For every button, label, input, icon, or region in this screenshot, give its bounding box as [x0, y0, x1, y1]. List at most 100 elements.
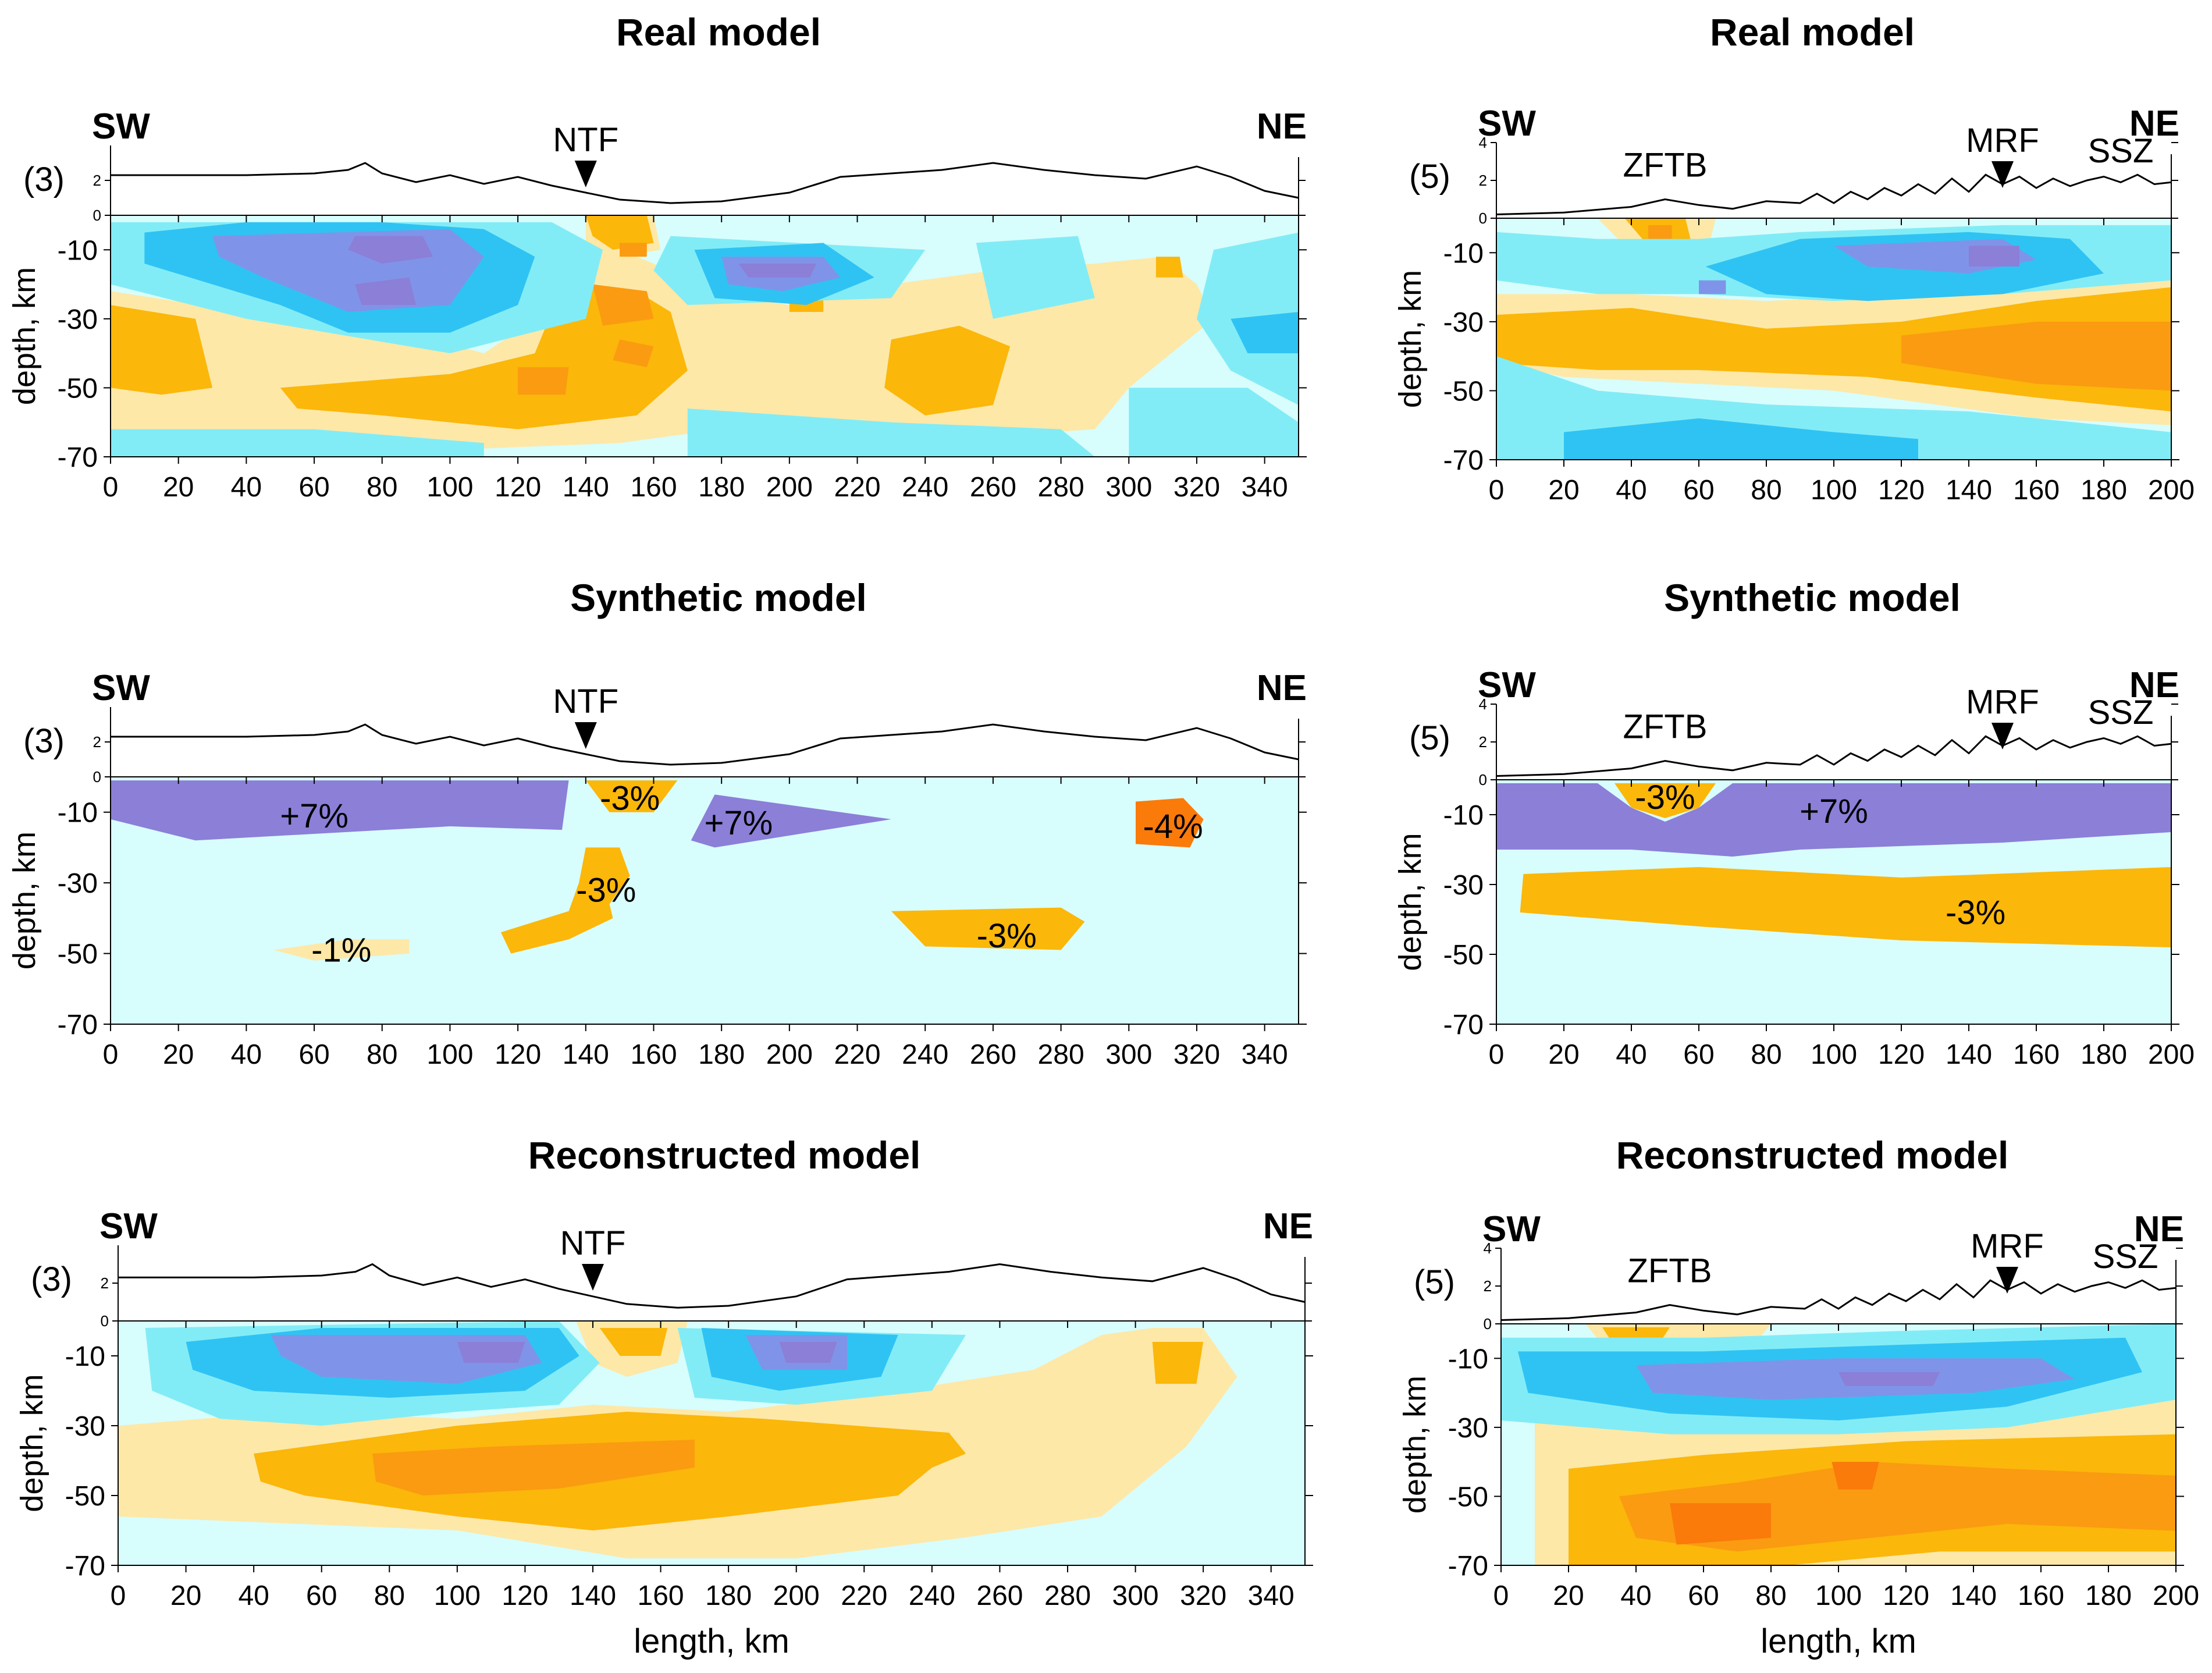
x-tick-label: 120 [502, 1580, 548, 1611]
direction-ne-label: NE [1257, 668, 1307, 708]
x-tick-label: 160 [2013, 1039, 2060, 1070]
elevation-tick-label: 0 [1479, 771, 1487, 788]
anomaly-slow-3 [1602, 1327, 1670, 1338]
x-tick-label: 80 [367, 1039, 397, 1070]
x-tick-label: 20 [1548, 475, 1579, 506]
x-tick-label: 20 [170, 1580, 201, 1611]
y-tick-label: -30 [1443, 307, 1484, 338]
anomaly-label: +7% [1800, 793, 1868, 830]
x-tick-label: 300 [1105, 472, 1152, 503]
anomaly-fast_strong-26 [738, 264, 817, 278]
direction-ne-label: NE [1257, 106, 1307, 147]
anomaly-fast_strong-0 [111, 780, 569, 841]
x-tick-label: 60 [1683, 1039, 1714, 1070]
elevation-tick-label: 4 [1484, 1239, 1492, 1257]
anomaly-fast_strong-12 [457, 1342, 525, 1363]
x-tick-label: 300 [1112, 1580, 1159, 1611]
x-tick-label: 180 [2081, 1039, 2127, 1070]
elevation-tick-label: 2 [1479, 172, 1487, 189]
anomaly-slow_mid-9 [613, 339, 654, 367]
direction-sw-label: SW [1478, 104, 1536, 144]
panel-p5_rec: 0 20 40 60 80 100 120 140 160 180 200-10-30-50-70d… [1397, 1134, 2199, 1660]
anomaly-field [111, 215, 1299, 457]
panel-title: Reconstructed model [1616, 1134, 2009, 1177]
anomaly-slow-3 [280, 284, 688, 429]
anomaly-label: -3% [977, 917, 1037, 955]
x-tick-label: 80 [1751, 1039, 1781, 1070]
direction-ne-label: NE [1263, 1206, 1313, 1246]
anomaly-fast_strong-0 [1496, 783, 2171, 857]
x-tick-label: 120 [1878, 1039, 1925, 1070]
x-tick-label: 80 [1755, 1580, 1786, 1611]
y-tick-label: -10 [65, 1341, 105, 1372]
x-tick-label: 40 [238, 1580, 269, 1611]
direction-ne-label: NE [2134, 1209, 2184, 1249]
x-tick-label: 120 [495, 1039, 541, 1070]
elevation-tick-label: 0 [1484, 1315, 1492, 1333]
y-tick-label: -70 [58, 442, 98, 473]
fault-marker-ntf [574, 161, 597, 187]
x-tick-label: 200 [766, 1039, 813, 1070]
anomaly-field [111, 780, 1204, 961]
y-tick-label: -70 [58, 1010, 98, 1040]
anomaly-slow_mid-5 [1648, 225, 1672, 239]
x-tick-label: 80 [374, 1580, 405, 1611]
panel-title: Reconstructed model [528, 1134, 921, 1177]
x-tick-label: 220 [834, 472, 880, 503]
x-tick-label: 160 [630, 1039, 677, 1070]
anomaly-slow-1 [1614, 783, 1716, 818]
x-tick-label: 160 [2013, 475, 2060, 506]
panel-title: Real model [616, 10, 821, 54]
anomaly-fast_strong-13 [779, 1342, 837, 1363]
panel-p5_real: 0 20 40 60 80 100 120 140 160 180 200-10-30-50-70d… [1393, 10, 2195, 506]
y-axis-label: depth, km [1393, 270, 1428, 408]
anomaly-slow-2 [1520, 867, 2171, 947]
anomaly-slow-2 [111, 305, 212, 395]
fault-label-zftb: ZFTB [1623, 708, 1708, 746]
anomaly-label: +7% [280, 797, 348, 835]
fault-marker-ntf [582, 1264, 604, 1291]
x-tick-label: 160 [638, 1580, 684, 1611]
x-tick-label: 20 [163, 1039, 194, 1070]
x-tick-label: 180 [2085, 1580, 2132, 1611]
fault-label-zftb: ZFTB [1628, 1252, 1712, 1290]
x-tick-label: 60 [298, 1039, 329, 1070]
y-tick-label: -50 [1448, 1482, 1488, 1512]
elevation-tick-label: 2 [101, 1274, 109, 1292]
y-tick-label: -70 [1443, 445, 1484, 476]
direction-sw-label: SW [1482, 1209, 1541, 1249]
anomaly-slow_strong-5 [1136, 798, 1204, 848]
x-tick-label: 20 [1548, 1039, 1579, 1070]
anomaly-field [1501, 1324, 2176, 1565]
direction-sw-label: SW [1478, 665, 1536, 705]
panel-p3_real: 0 20 40 60 80 100 120 140 160 180 200 220 240 260 280 3… [7, 10, 1307, 503]
direction-ne-label: NE [2129, 665, 2179, 705]
anomaly-slow-4 [585, 215, 654, 250]
direction-sw-label: SW [99, 1206, 158, 1246]
y-axis-label: depth, km [1397, 1376, 1432, 1514]
x-tick-label: 260 [976, 1580, 1023, 1611]
x-tick-label: 280 [1038, 1039, 1084, 1070]
x-tick-label: 160 [630, 472, 677, 503]
anomaly-slow-2 [1496, 287, 2171, 411]
x-tick-label: 180 [698, 1039, 745, 1070]
y-tick-label: -70 [1443, 1010, 1484, 1040]
x-tick-label: 60 [1688, 1580, 1719, 1611]
panel-p5_synth: 0 20 40 60 80 100 120 140 160 180 200-10-30-50-70d… [1393, 576, 2195, 1070]
elevation-tick-label: 2 [93, 733, 101, 751]
anomaly-slow_mid-8 [592, 284, 654, 326]
y-axis-label: depth, km [1393, 833, 1428, 971]
x-tick-label: 260 [970, 1039, 1016, 1070]
x-tick-label: 300 [1105, 1039, 1152, 1070]
y-tick-label: -30 [58, 868, 98, 899]
x-tick-label: 280 [1038, 472, 1084, 503]
plot-frame [110, 215, 1299, 457]
anomaly-slow-4 [891, 907, 1085, 950]
anomaly-fast_mid-11 [1699, 280, 1726, 294]
panel-p3_rec: 0 20 40 60 80 100 120 140 160 180 200 220 240 260 280 3… [15, 1134, 1313, 1660]
panel-title: Synthetic model [1664, 576, 1961, 619]
x-tick-label: 100 [426, 1039, 473, 1070]
x-tick-label: 100 [1811, 1039, 1857, 1070]
fault-label-ssz: SSZ [2093, 1238, 2158, 1276]
x-tick-label: 140 [1946, 475, 1992, 506]
